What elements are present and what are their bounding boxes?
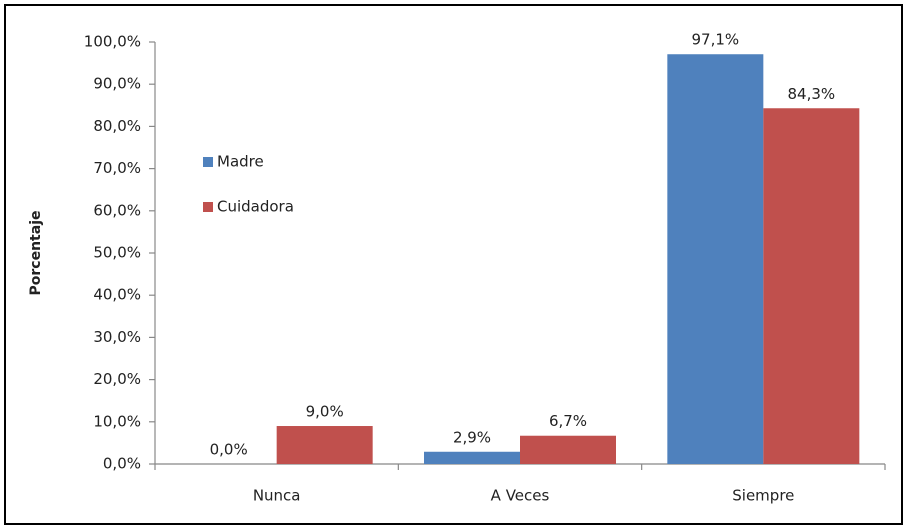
x-tick-label: Nunca — [253, 487, 301, 505]
y-tick-label: 0,0% — [103, 455, 141, 473]
bar — [667, 54, 764, 464]
legend-swatch — [203, 157, 213, 167]
x-tick-label: Siempre — [732, 487, 794, 505]
y-tick-label: 10,0% — [93, 412, 141, 430]
y-tick-label: 100,0% — [84, 33, 141, 51]
value-label: 0,0% — [210, 441, 248, 459]
legend-swatch — [203, 202, 213, 212]
value-label: 9,0% — [306, 403, 344, 421]
bar — [520, 435, 616, 464]
y-tick-label: 30,0% — [93, 328, 141, 346]
x-tick-label: A Veces — [491, 487, 550, 505]
bar — [763, 108, 860, 464]
bar — [424, 451, 520, 464]
value-label: 2,9% — [453, 428, 491, 446]
legend-label: Cuidadora — [217, 198, 294, 216]
y-tick-label: 90,0% — [93, 75, 141, 93]
y-tick-label: 60,0% — [93, 201, 141, 219]
value-label: 6,7% — [549, 412, 587, 430]
bar — [276, 426, 373, 464]
y-axis-label: Porcentaje — [28, 211, 44, 296]
y-tick-label: 20,0% — [93, 370, 141, 388]
y-tick-label: 70,0% — [93, 159, 141, 177]
y-tick-label: 80,0% — [93, 117, 141, 135]
value-label: 97,1% — [692, 31, 740, 49]
legend-label: Madre — [217, 153, 264, 171]
y-tick-label: 40,0% — [93, 286, 141, 304]
y-tick-label: 50,0% — [93, 244, 141, 262]
value-label: 84,3% — [788, 85, 836, 103]
